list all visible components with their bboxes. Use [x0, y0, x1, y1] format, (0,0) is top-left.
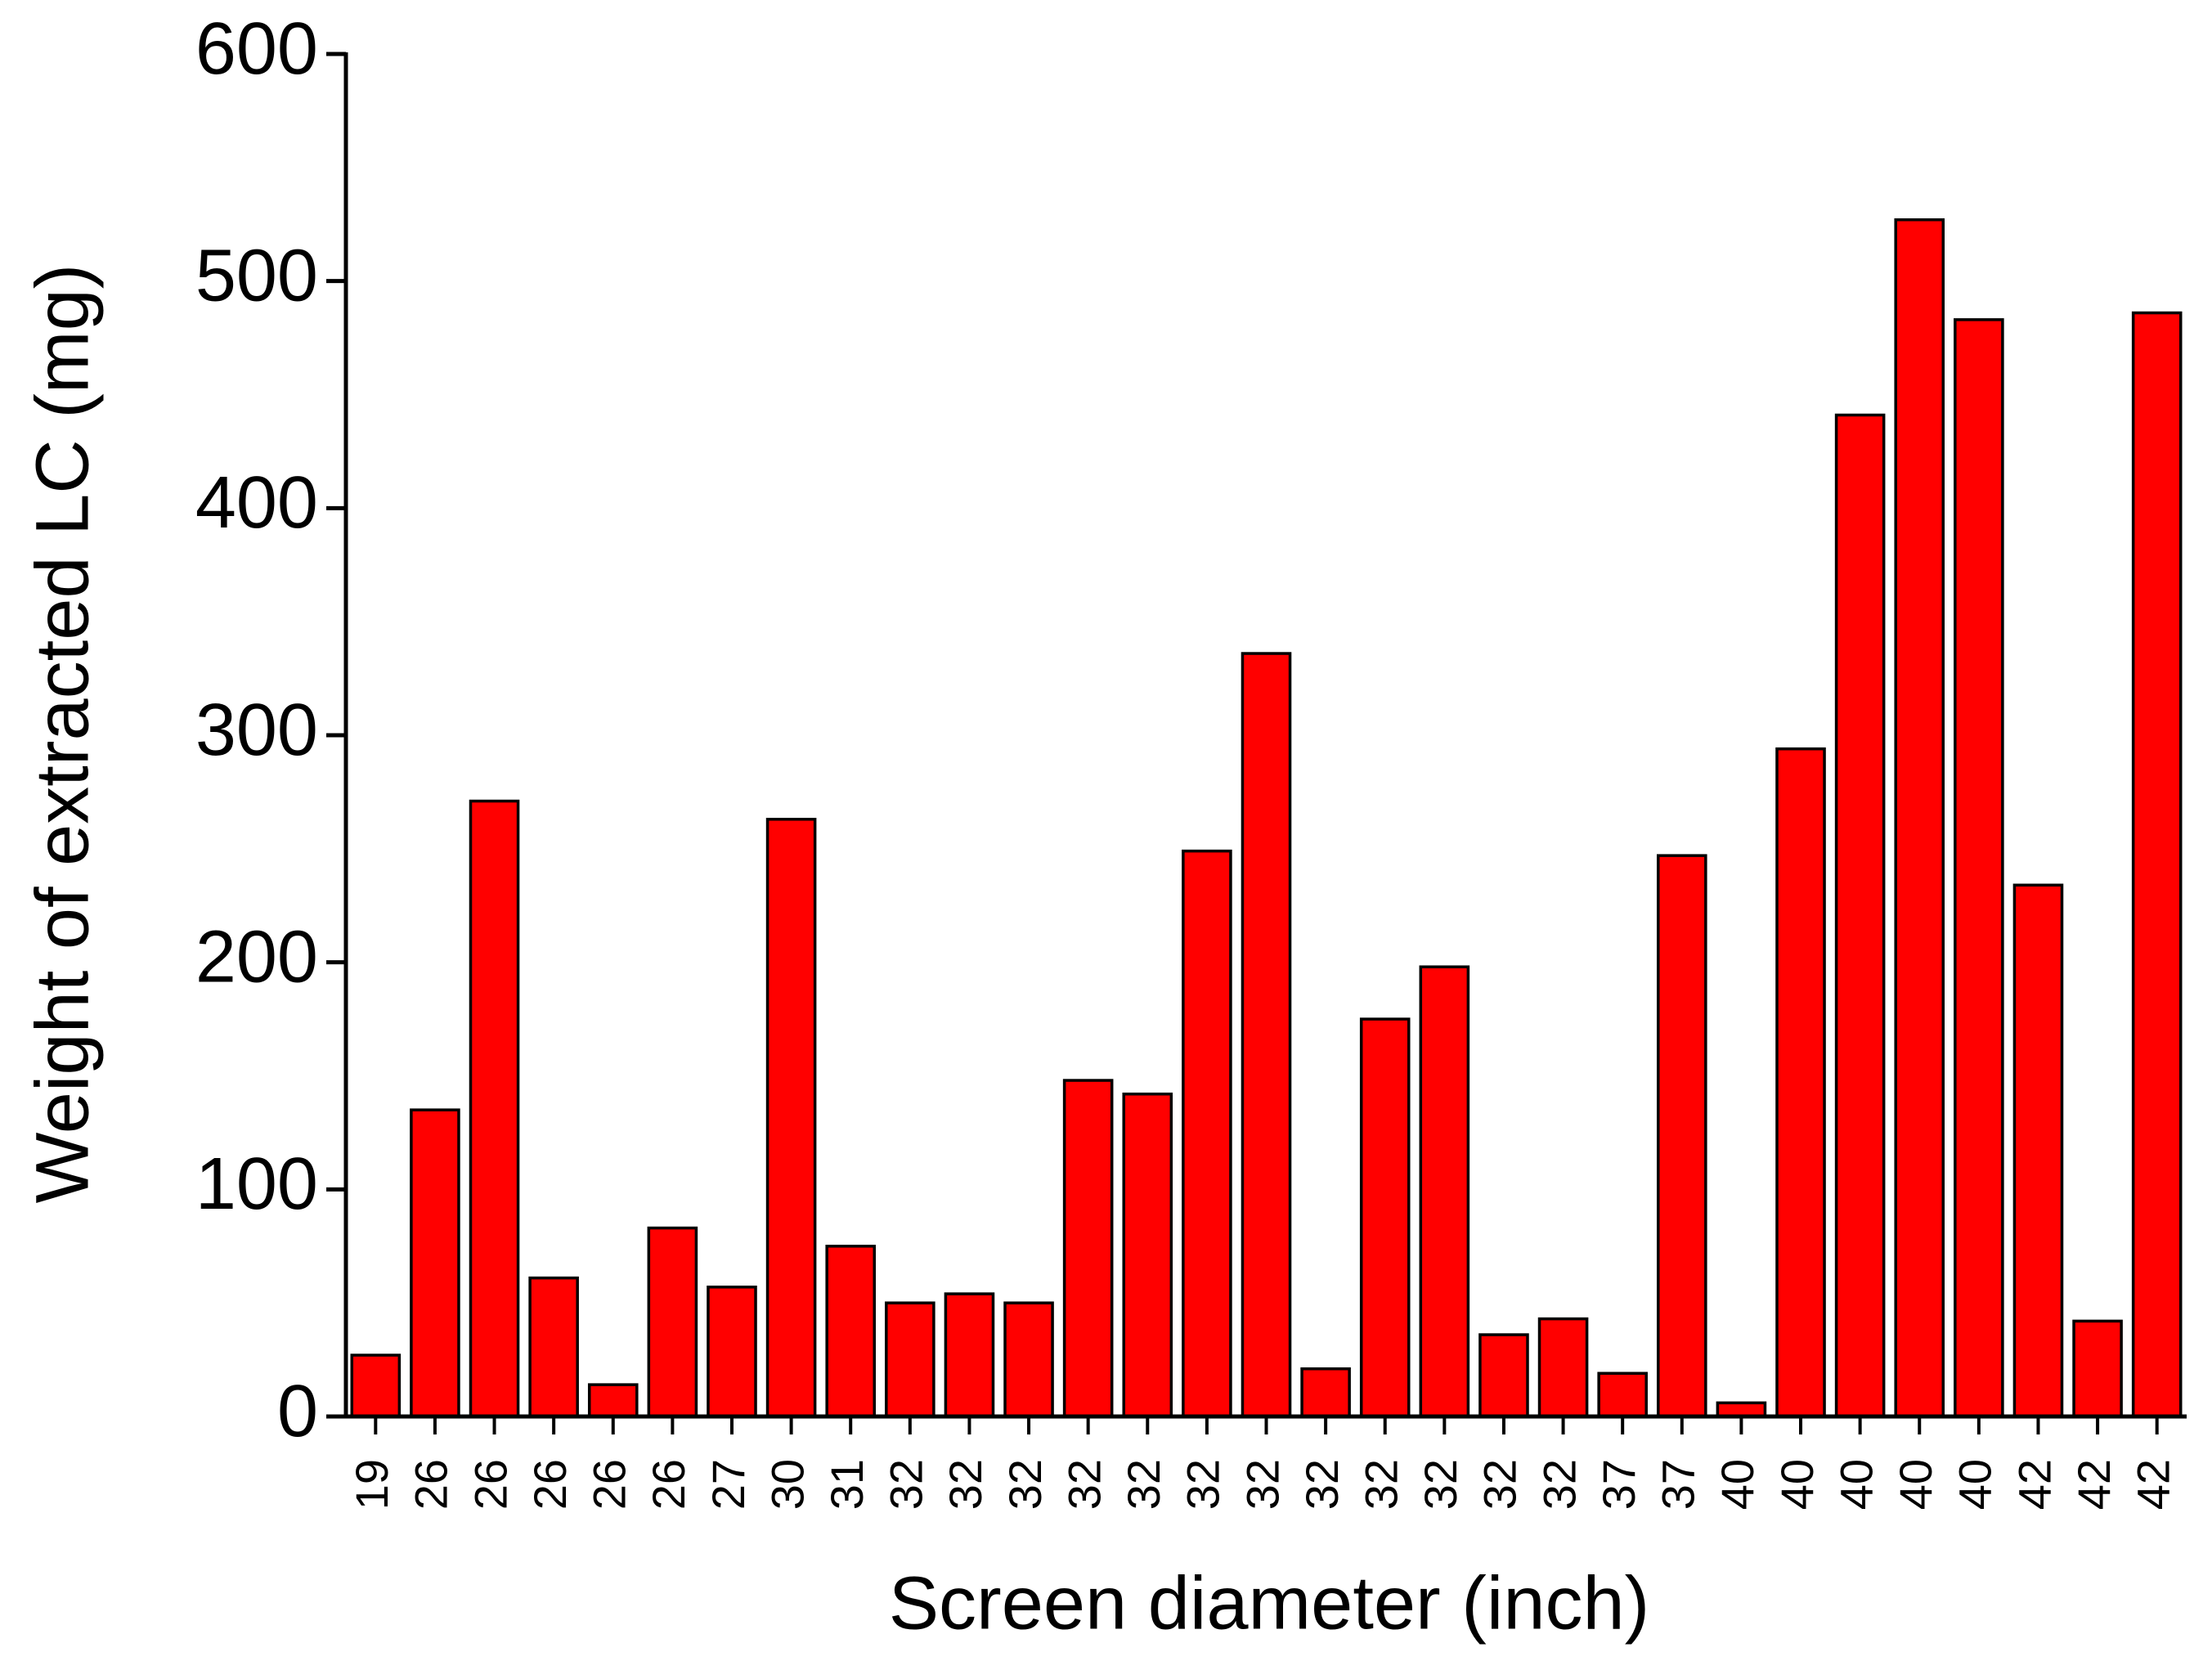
x-tick-label: 32 [1058, 1459, 1110, 1510]
bar [1537, 1317, 1589, 1418]
bar [1062, 1079, 1114, 1418]
y-tick-label: 400 [195, 462, 318, 544]
y-axis-title: Weight of extracted LC (mg) [20, 264, 104, 1204]
bar [528, 1276, 579, 1418]
y-tick-label: 500 [195, 235, 318, 316]
bar [1300, 1367, 1351, 1418]
x-tick-label: 30 [761, 1459, 813, 1510]
bar [410, 1108, 460, 1418]
x-tick-label: 32 [940, 1459, 991, 1510]
bar [765, 817, 817, 1418]
bar [1359, 1017, 1411, 1418]
bar [2072, 1319, 2123, 1418]
x-tick-label: 26 [524, 1459, 576, 1510]
x-tick-label: 32 [881, 1459, 932, 1510]
x-tick-label: 32 [1296, 1459, 1348, 1510]
bar [1775, 747, 1826, 1418]
bar [1241, 652, 1292, 1418]
x-tick-label: 42 [2068, 1459, 2120, 1510]
x-tick-label: 26 [643, 1459, 694, 1510]
bar [647, 1226, 698, 1418]
bar [1894, 218, 1945, 1418]
bar [2131, 311, 2183, 1418]
y-tick-label: 200 [195, 916, 318, 998]
bar [469, 799, 520, 1418]
x-tick-label: 26 [406, 1459, 457, 1510]
bar [2012, 883, 2064, 1418]
x-tick-label: 37 [1593, 1459, 1644, 1510]
bar [1834, 413, 1886, 1418]
y-tick-label: 100 [195, 1143, 318, 1225]
x-tick-label: 19 [346, 1459, 397, 1510]
x-tick-label: 40 [1830, 1459, 1882, 1510]
bar [825, 1245, 877, 1418]
x-tick-label: 42 [2008, 1459, 2060, 1510]
bar [944, 1292, 995, 1418]
y-tick-label: 0 [277, 1371, 318, 1452]
bar [1597, 1371, 1648, 1418]
bar [1656, 854, 1707, 1418]
x-tick-label: 32 [1178, 1459, 1229, 1510]
x-tick-label: 37 [1653, 1459, 1704, 1510]
x-tick-label: 40 [1890, 1459, 1941, 1510]
bar [1122, 1092, 1173, 1418]
bar [1419, 965, 1470, 1418]
y-tick-label: 300 [195, 689, 318, 771]
x-tick-label: 32 [1415, 1459, 1466, 1510]
x-tick-label: 32 [1356, 1459, 1407, 1510]
x-tick-label: 31 [821, 1459, 873, 1510]
x-tick-label: 40 [1950, 1459, 2001, 1510]
x-tick-label: 42 [2127, 1459, 2178, 1510]
bar [350, 1354, 402, 1418]
x-axis-title: Screen diameter (inch) [889, 1561, 1650, 1645]
x-tick-label: 32 [1236, 1459, 1288, 1510]
bar [587, 1383, 639, 1418]
bar [1003, 1301, 1054, 1418]
x-tick-label: 27 [702, 1459, 754, 1510]
y-tick-label: 600 [195, 8, 318, 90]
x-tick-label: 40 [1771, 1459, 1823, 1510]
bar [1954, 318, 2004, 1418]
x-tick-label: 32 [1533, 1459, 1585, 1510]
x-tick-label: 26 [464, 1459, 516, 1510]
bar [1182, 849, 1232, 1418]
x-tick-label: 32 [1118, 1459, 1169, 1510]
bar [707, 1285, 757, 1418]
bar [1478, 1333, 1529, 1418]
x-tick-label: 26 [584, 1459, 635, 1510]
x-tick-label: 32 [1474, 1459, 1526, 1510]
bar [885, 1301, 936, 1418]
x-tick-label: 32 [999, 1459, 1051, 1510]
x-tick-label: 40 [1712, 1459, 1763, 1510]
